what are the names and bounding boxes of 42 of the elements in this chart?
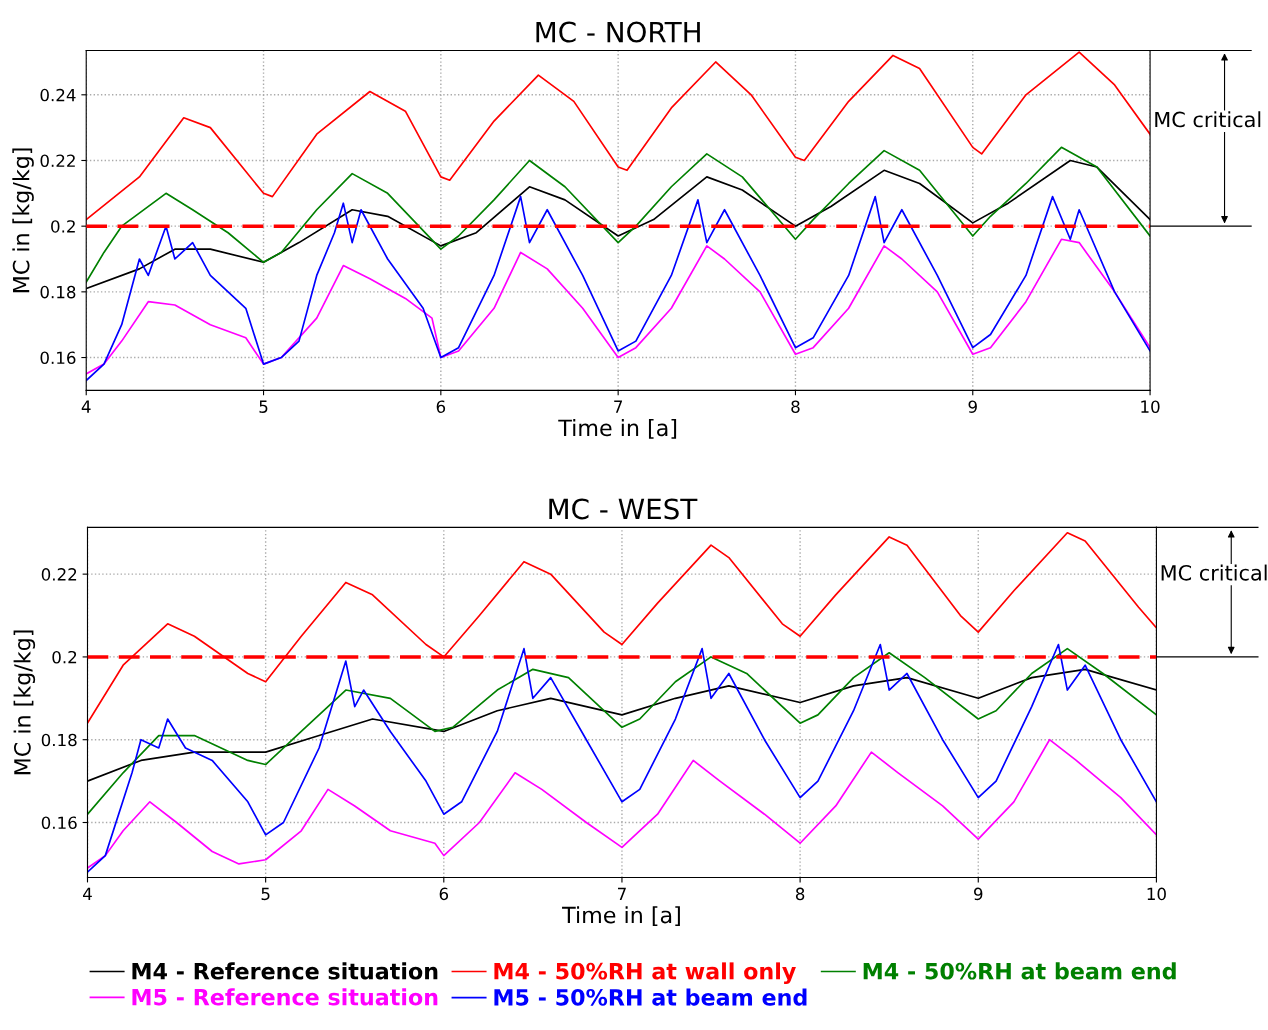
x-tick-label: 6: [439, 887, 449, 901]
y-tick-label: 0.2: [51, 220, 75, 233]
x-tick-label: 5: [259, 400, 268, 413]
x-axis-title: Time in [a]: [558, 419, 677, 439]
x-tick-label: 6: [436, 400, 446, 413]
line-series: [87, 531, 1157, 724]
x-tick-label: 8: [791, 400, 800, 413]
x-tick-label: 9: [974, 887, 983, 901]
line-series: [87, 738, 1157, 869]
legend-label: M4 - Reference situation: [132, 962, 438, 980]
x-tick-label: 4: [81, 400, 91, 413]
line-series: [86, 238, 1151, 375]
y-tick-label: 0.16: [41, 816, 77, 830]
x-tick-label: 9: [968, 400, 977, 413]
y-tick-label: 0.24: [40, 88, 76, 102]
legend-label: M5 - 50%RH at beam end: [494, 988, 807, 1006]
text: MC critical: [1161, 564, 1267, 581]
x-tick-label: 5: [261, 887, 270, 901]
x-tick-label: 4: [83, 887, 92, 900]
y-tick-label: 0.18: [41, 733, 77, 747]
chart-title: MC - NORTH: [536, 21, 700, 43]
x-tick-label: 8: [795, 887, 805, 901]
x-tick-label: 10: [1147, 887, 1166, 901]
line-series: [87, 643, 1157, 874]
y-tick-label: 0.2: [52, 650, 77, 664]
x-tick-label: 10: [1141, 400, 1160, 413]
y-axis-title: MC in [kg/kg]: [12, 148, 34, 293]
y-tick-label: 0.22: [41, 568, 77, 581]
text: MC critical: [1155, 111, 1261, 128]
x-tick-label: 7: [614, 400, 623, 413]
x-axis-title: Time in [a]: [562, 906, 680, 927]
chart-title: MC - WEST: [549, 498, 698, 520]
y-tick-label: 0.16: [40, 351, 76, 365]
y-axis-title: MC in [kg/kg]: [13, 630, 36, 775]
legend-label: M4 - 50%RH at beam end: [863, 962, 1176, 980]
legend-label: M4 - 50%RH at wall only: [494, 962, 796, 985]
x-tick-label: 7: [618, 887, 626, 900]
line-series: [87, 647, 1157, 816]
legend-label: M5 - Reference situation: [132, 988, 438, 1006]
line-series: [86, 195, 1151, 382]
y-tick-label: 0.22: [40, 154, 75, 168]
y-tick-label: 0.18: [40, 285, 76, 299]
